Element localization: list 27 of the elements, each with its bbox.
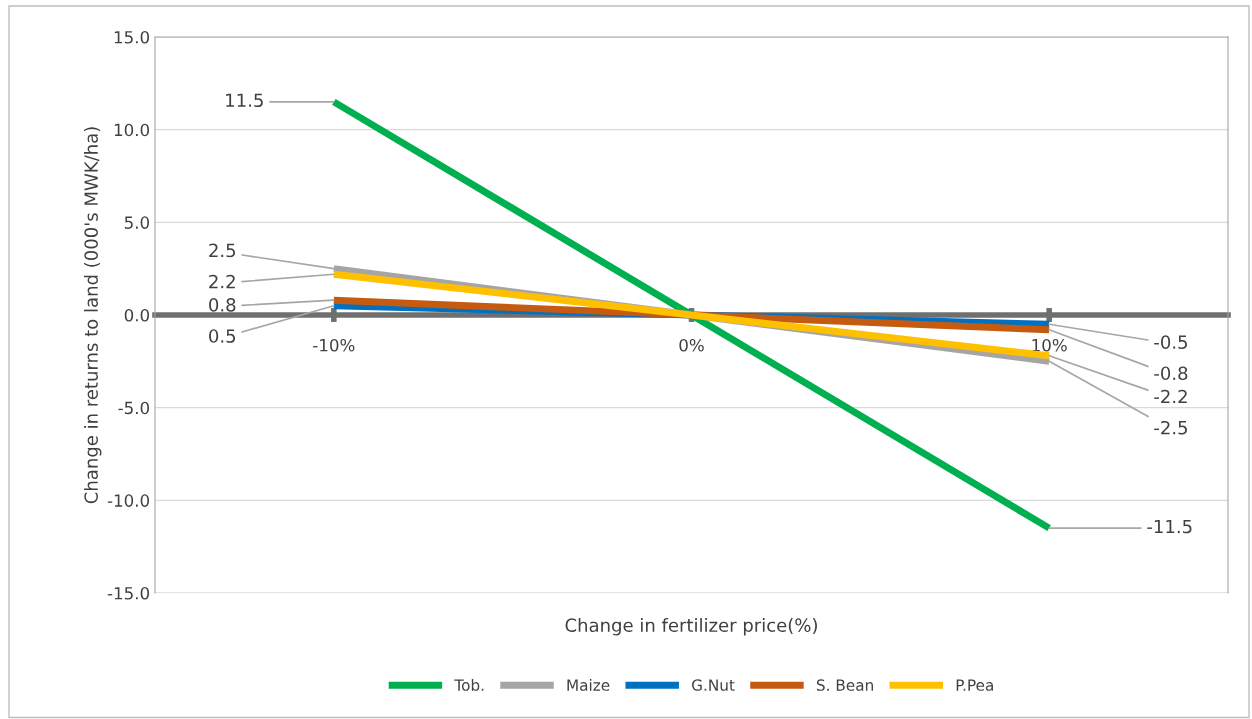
data-label: 0.8 — [209, 298, 236, 312]
legend-label: S. Bean — [816, 679, 873, 691]
y-tick-label: -15.0 — [107, 586, 150, 600]
data-label: -0.8 — [1154, 366, 1188, 381]
data-label: -2.2 — [1154, 389, 1187, 404]
x-tick-label: 10% — [1032, 338, 1067, 352]
data-label: 2.5 — [209, 243, 236, 258]
data-label: -11.5 — [1147, 519, 1192, 534]
legend-label: Maize — [567, 679, 610, 691]
y-tick-label: 0.0 — [124, 308, 150, 322]
y-tick-label: 10.0 — [114, 123, 150, 137]
y-tick-label: 5.0 — [124, 216, 150, 229]
y-tick-label: -5.0 — [118, 401, 150, 415]
legend-label: G.Nut — [692, 679, 735, 691]
data-label: -0.5 — [1154, 335, 1187, 349]
legend-label: P.Pea — [956, 679, 993, 691]
x-tick-label: 0% — [679, 338, 704, 352]
data-label: 11.5 — [226, 93, 263, 108]
y-tick-label: -10.0 — [107, 494, 150, 507]
legend-label: Tob. — [454, 679, 484, 691]
data-label: 0.5 — [209, 329, 236, 343]
data-label: -2.5 — [1154, 420, 1187, 435]
y-axis-title: Change in returns to land (000's MWK/ha) — [83, 127, 102, 504]
data-label: 2.2 — [209, 274, 235, 289]
x-tick-label: -10% — [313, 338, 355, 352]
y-tick-label: 15.0 — [114, 30, 150, 44]
x-axis-title: Change in fertilizer price(%) — [565, 618, 817, 636]
